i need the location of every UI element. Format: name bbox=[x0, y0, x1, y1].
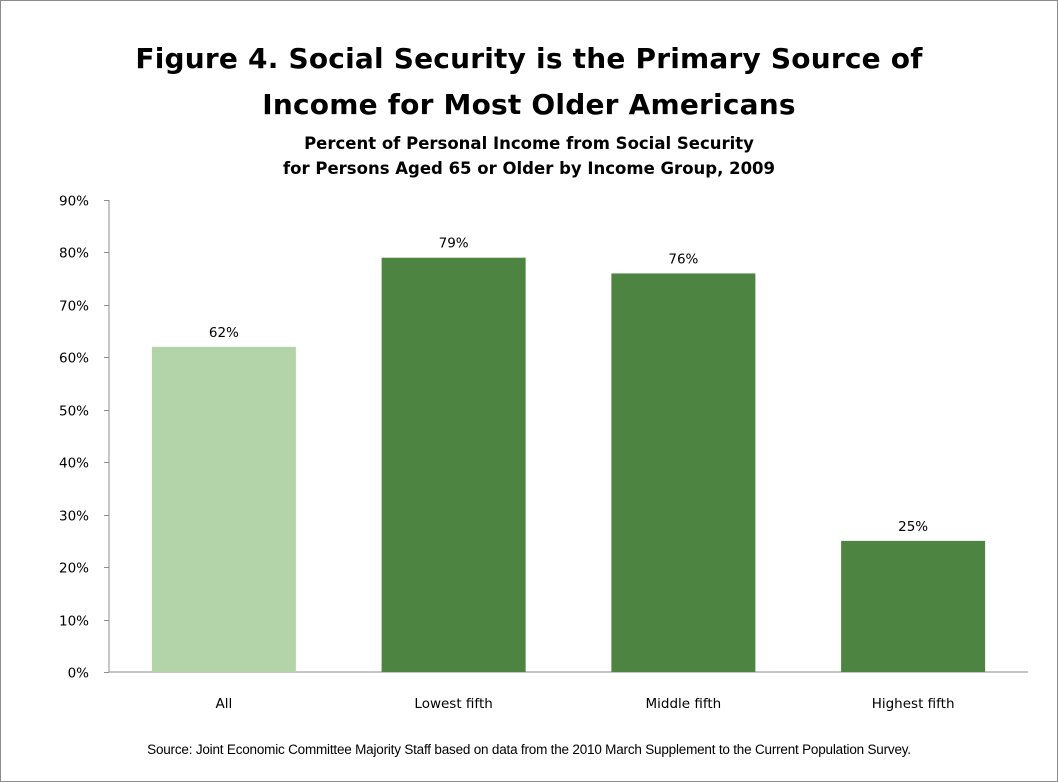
source-note: Source: Joint Economic Committee Majorit… bbox=[147, 742, 911, 757]
y-tick-label: 50% bbox=[59, 404, 89, 420]
bar bbox=[611, 273, 756, 672]
chart-title: Figure 4. Social Security is the Primary… bbox=[0, 36, 1058, 128]
x-tick-label: Middle fifth bbox=[645, 696, 721, 712]
x-tick-label: Highest fifth bbox=[872, 696, 955, 712]
chart-title-line-2: Income for Most Older Americans bbox=[262, 88, 796, 121]
bar bbox=[381, 257, 526, 672]
data-label: 79% bbox=[439, 236, 469, 252]
bar bbox=[841, 540, 986, 672]
x-tick-label: Lowest fifth bbox=[414, 696, 492, 712]
y-tick-label: 0% bbox=[68, 666, 90, 682]
y-tick-label: 80% bbox=[59, 246, 89, 262]
chart-title-line-1: Figure 4. Social Security is the Primary… bbox=[135, 42, 923, 75]
y-tick-label: 70% bbox=[59, 299, 89, 315]
y-tick-label: 30% bbox=[59, 509, 89, 525]
y-tick-label: 60% bbox=[59, 351, 89, 367]
data-label: 76% bbox=[668, 251, 698, 267]
y-tick-label: 90% bbox=[59, 194, 89, 210]
y-tick-label: 10% bbox=[59, 614, 89, 630]
chart-subtitle-line-1: Percent of Personal Income from Social S… bbox=[304, 134, 754, 153]
data-label: 62% bbox=[209, 325, 239, 341]
chart-subtitle: Percent of Personal Income from Social S… bbox=[0, 131, 1058, 181]
chart-subtitle-line-2: for Persons Aged 65 or Older by Income G… bbox=[282, 159, 776, 178]
y-tick-label: 40% bbox=[59, 456, 89, 472]
x-tick-label: All bbox=[216, 696, 233, 712]
y-tick-label: 20% bbox=[59, 561, 89, 577]
data-label: 25% bbox=[898, 519, 928, 535]
bar bbox=[151, 346, 296, 672]
